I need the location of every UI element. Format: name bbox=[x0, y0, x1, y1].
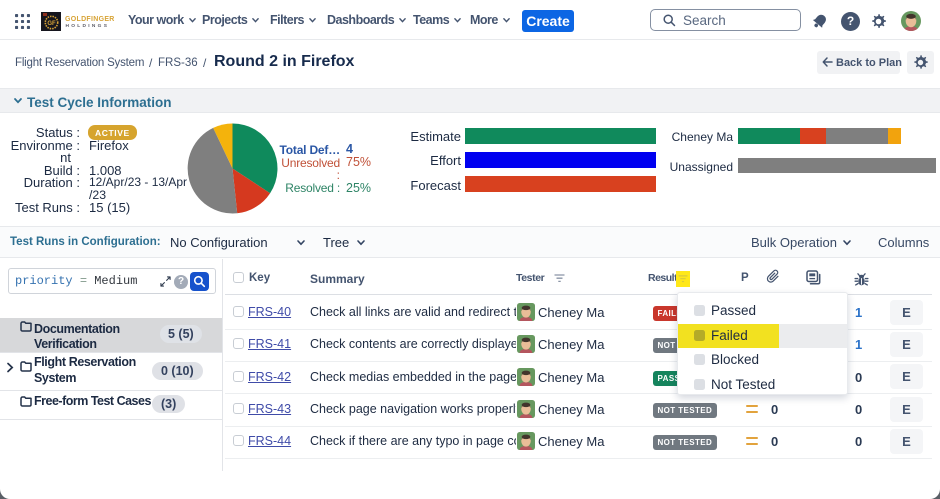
svg-text:GF: GF bbox=[47, 21, 56, 27]
